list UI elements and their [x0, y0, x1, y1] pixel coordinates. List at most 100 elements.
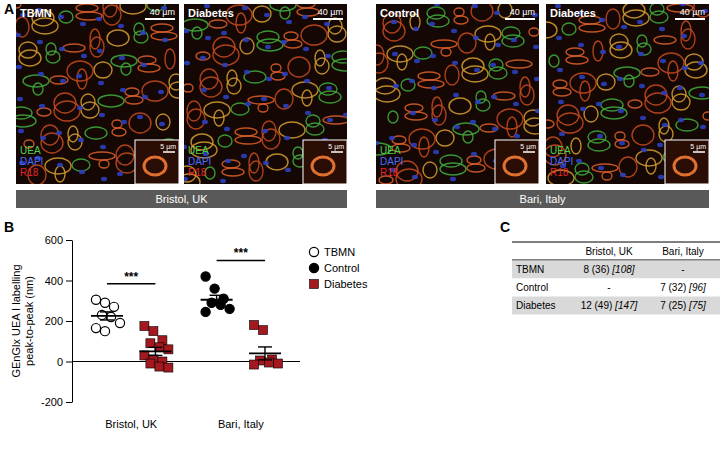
y-axis-line [72, 241, 73, 403]
texture [200, 69, 218, 89]
texture [662, 123, 668, 127]
texture [534, 77, 539, 81]
y-tick: 200 [45, 315, 72, 327]
texture [16, 33, 21, 37]
texture [222, 63, 228, 67]
texture [549, 55, 559, 67]
data-point [274, 359, 283, 368]
texture [103, 4, 117, 17]
texture [257, 39, 283, 51]
texture [151, 24, 173, 32]
texture [98, 81, 104, 85]
texture [615, 132, 625, 140]
y-tick-label: 200 [45, 315, 63, 327]
texture [681, 21, 691, 41]
table-cell: 8 (36) [108] [583, 264, 634, 275]
texture [275, 89, 293, 109]
texture [112, 128, 126, 136]
texture [218, 135, 232, 147]
site-bar [376, 190, 709, 208]
table-cell: 12 (49) [147] [581, 300, 638, 311]
inset-scale-text: 5 µm [160, 143, 176, 151]
texture [535, 109, 539, 113]
inset-scale-bar [693, 151, 705, 153]
texture [557, 68, 563, 72]
table-row [512, 261, 720, 279]
texture [451, 29, 457, 33]
texture [261, 97, 267, 101]
inset-texture [674, 157, 696, 175]
data-point [164, 363, 173, 372]
texture [495, 43, 501, 47]
texture [462, 58, 484, 74]
texture [184, 84, 193, 92]
y-tick-mark [66, 281, 72, 282]
texture [138, 56, 156, 64]
texture [431, 40, 457, 48]
texture [409, 129, 435, 149]
texture [40, 136, 46, 140]
texture [427, 15, 449, 27]
texture [639, 84, 645, 88]
data-point [100, 327, 109, 336]
texture [286, 20, 292, 24]
texture [529, 28, 539, 36]
texture [59, 11, 73, 23]
texture [319, 83, 337, 95]
texture [672, 86, 686, 102]
stain-label: UEA [550, 145, 571, 156]
texture [660, 59, 666, 63]
texture [389, 136, 395, 140]
texture [472, 4, 478, 8]
texture [632, 125, 654, 145]
texture [227, 70, 237, 86]
data-point [259, 326, 268, 335]
texture [192, 27, 202, 39]
texture [76, 4, 98, 12]
texture [440, 163, 466, 175]
scale-text: 40 µm [680, 7, 705, 17]
table-header: Bari, Italy [662, 246, 704, 257]
image-background [16, 4, 179, 184]
texture [165, 49, 175, 69]
texture [597, 74, 615, 90]
texture [388, 111, 398, 123]
texture [576, 159, 582, 163]
data-point [201, 272, 210, 281]
texture [511, 38, 517, 42]
texture [327, 118, 333, 122]
texture [638, 52, 644, 56]
data-point [201, 307, 210, 316]
texture [80, 22, 86, 26]
texture [262, 129, 268, 133]
texture [280, 7, 290, 19]
texture [236, 13, 246, 33]
texture [620, 173, 626, 177]
texture [601, 107, 627, 119]
texture [89, 152, 115, 160]
texture [556, 36, 562, 40]
texture [578, 43, 584, 47]
texture [283, 104, 289, 108]
stain-label: UEA [380, 145, 401, 156]
texture [99, 160, 109, 168]
texture [405, 104, 423, 112]
texture [597, 134, 603, 138]
texture [641, 68, 659, 76]
texture [623, 4, 645, 18]
texture [512, 70, 518, 74]
texture [325, 54, 331, 58]
texture [119, 56, 125, 60]
texture [414, 47, 432, 59]
texture [266, 77, 272, 81]
stain-label: DAPI [380, 156, 403, 167]
texture [566, 48, 584, 56]
scale-bar [505, 18, 535, 20]
texture [376, 141, 379, 145]
texture [414, 59, 420, 63]
texture [196, 52, 210, 60]
texture [33, 83, 43, 95]
legend: TBMNControlDiabetes [309, 246, 368, 290]
texture [699, 93, 705, 97]
texture [454, 16, 468, 24]
